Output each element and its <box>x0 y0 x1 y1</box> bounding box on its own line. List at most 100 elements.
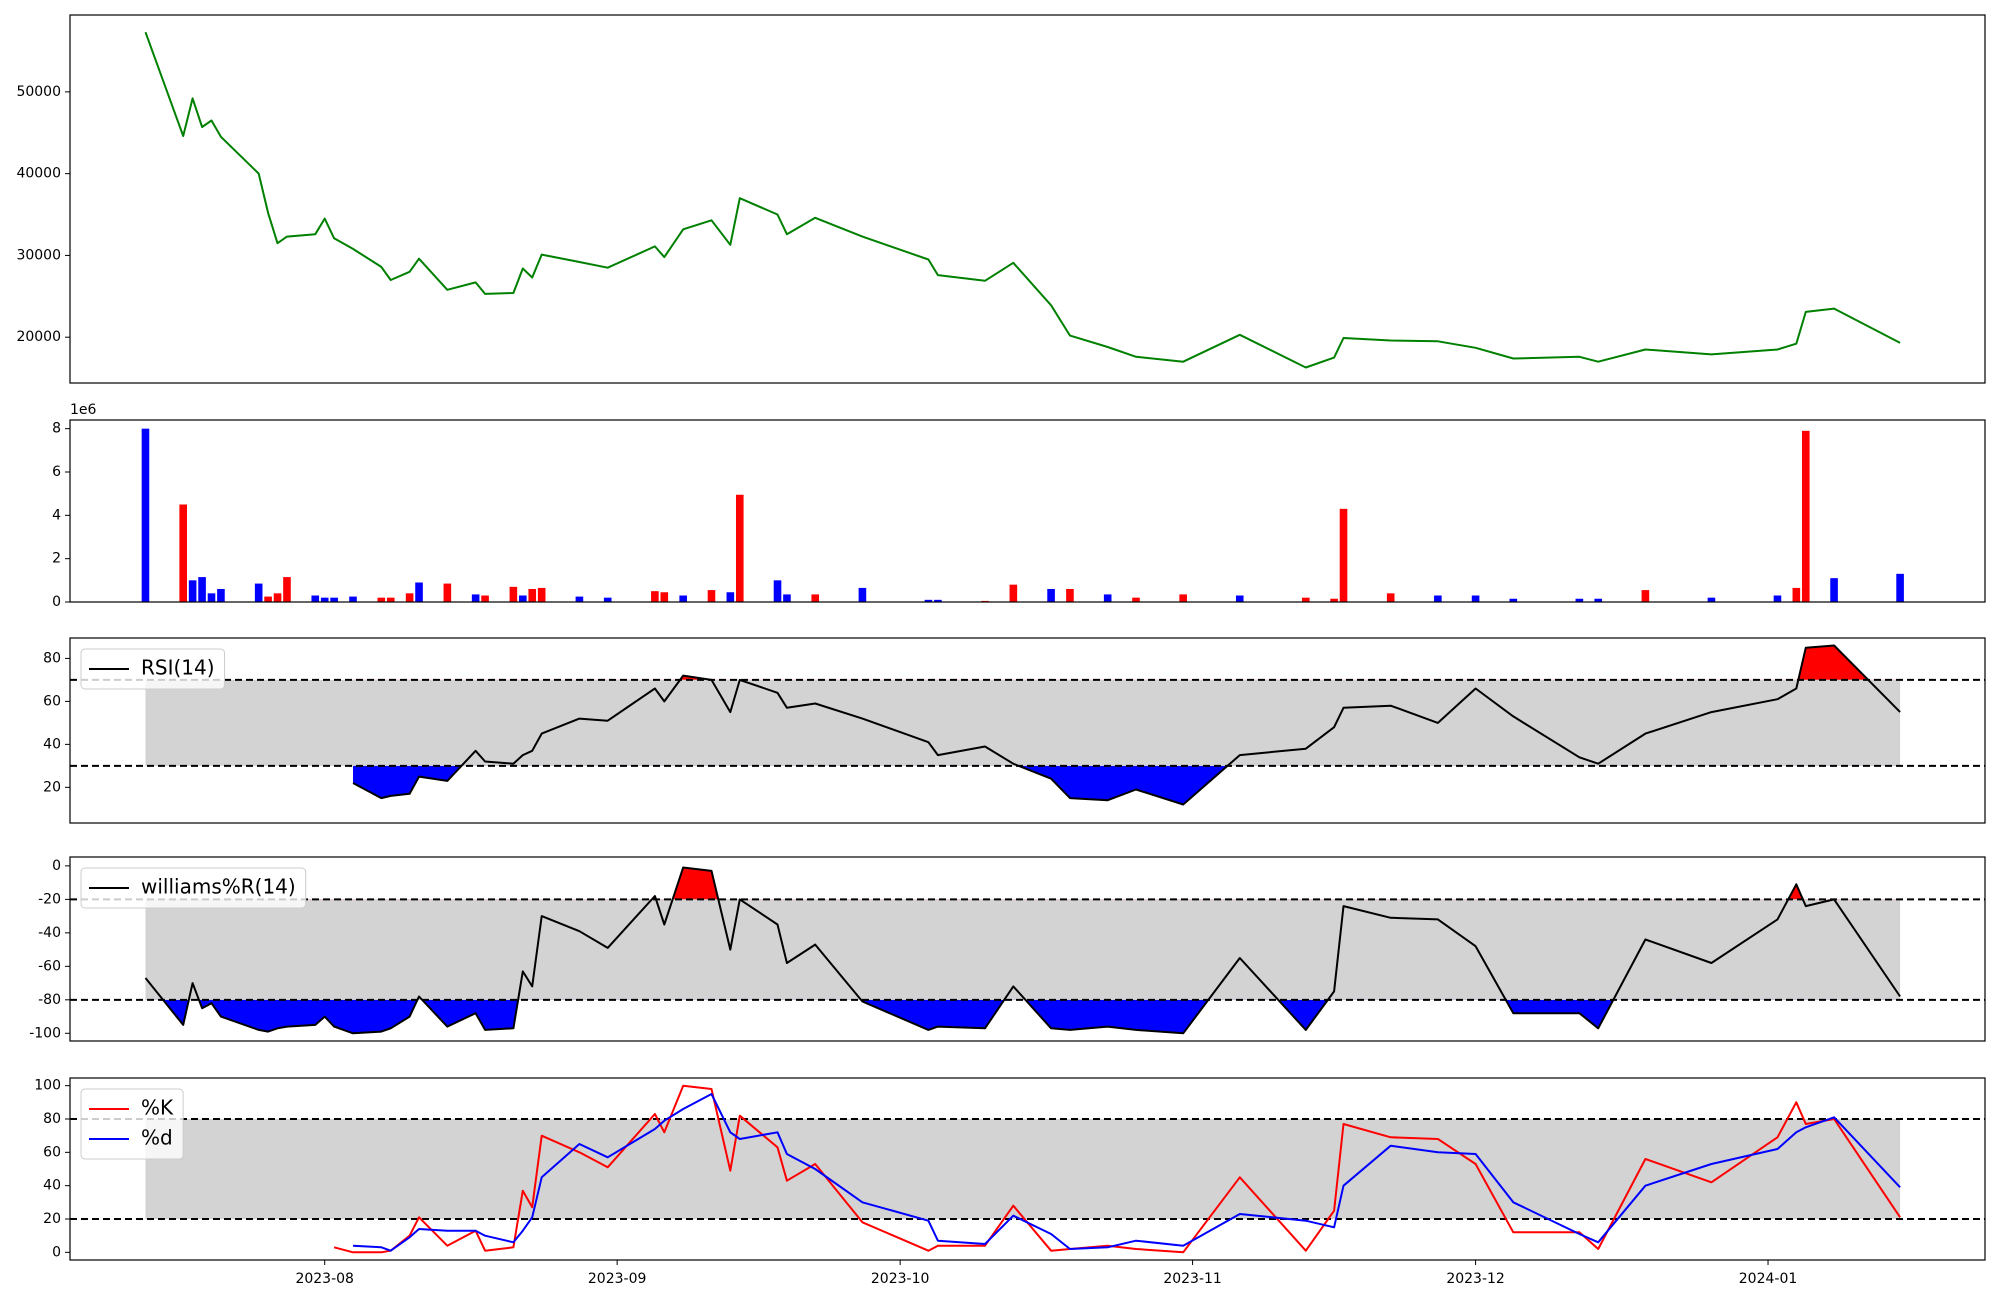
volume-bar <box>273 593 282 602</box>
y-tick-label: 60 <box>43 693 61 709</box>
neutral-band <box>145 679 1901 766</box>
volume-bar <box>471 594 480 602</box>
volume-bar <box>924 599 933 602</box>
volume-bar <box>1179 594 1187 602</box>
price-line <box>144 31 1901 369</box>
y-offset-label: 1e6 <box>70 402 97 418</box>
volume-bar <box>575 596 584 602</box>
axes-frame <box>69 637 1986 824</box>
volume-bar <box>1235 595 1244 602</box>
volume-bar <box>726 592 735 602</box>
volume-bar <box>651 591 659 602</box>
volume-bar <box>1009 584 1018 602</box>
y-tick-label: -40 <box>38 925 61 941</box>
x-tick-label: 2023-11 <box>1163 1271 1222 1287</box>
volume-bar <box>1792 587 1801 602</box>
y-tick-label: 80 <box>43 650 61 666</box>
y-tick-label: -20 <box>38 891 61 907</box>
y-tick-label: 40 <box>43 1178 61 1194</box>
volume-bar <box>386 597 395 602</box>
neutral-band <box>145 899 1901 1000</box>
volume-bar <box>773 580 782 602</box>
volume-bar <box>1471 595 1480 602</box>
volume-bar <box>528 589 537 602</box>
volume-bar <box>207 593 216 602</box>
y-tick-label: 40 <box>43 736 61 752</box>
volume-bar <box>1801 430 1810 602</box>
volume-bar <box>1434 595 1442 602</box>
volume-bar <box>660 592 669 602</box>
x-tick-label: 2024-01 <box>1739 1271 1798 1287</box>
legend-label: %d <box>141 1126 173 1150</box>
legend-label: RSI(14) <box>141 656 215 680</box>
y-tick-label: 0 <box>52 858 61 874</box>
volume-bar <box>1830 578 1838 602</box>
volume-bar <box>283 577 291 602</box>
volume-bar <box>1575 598 1584 602</box>
volume-bar <box>537 587 546 602</box>
volume-bar <box>481 595 489 602</box>
y-tick-label: 40000 <box>16 166 61 182</box>
volume-bar <box>217 589 225 602</box>
volume-bar <box>858 587 867 602</box>
x-tick-label: 2023-08 <box>295 1271 354 1287</box>
y-tick-label: -100 <box>29 1025 61 1041</box>
y-tick-label: 0 <box>52 594 61 610</box>
axes-frame <box>69 419 1986 603</box>
volume-bar <box>330 597 338 602</box>
volume-bar <box>735 494 744 602</box>
y-tick-label: 20 <box>43 779 61 795</box>
x-tick-label: 2023-12 <box>1446 1271 1505 1287</box>
y-tick-label: 30000 <box>16 247 61 263</box>
axes-frame <box>69 14 1986 384</box>
indicator-line <box>352 644 1901 806</box>
volume-bar <box>707 590 716 602</box>
volume-bar <box>1066 589 1074 602</box>
y-tick-label: -60 <box>38 958 61 974</box>
y-tick-label: 2 <box>52 551 61 567</box>
legend: RSI(14) <box>80 648 226 690</box>
volume-bar <box>1707 597 1716 602</box>
volume-bar <box>443 583 452 602</box>
volume-bar <box>519 595 527 602</box>
legend: %K %d <box>80 1088 184 1160</box>
neutral-band <box>145 1119 1901 1219</box>
x-tick-label: 2023-09 <box>588 1271 647 1287</box>
y-tick-label: 20 <box>43 1211 61 1227</box>
volume-bar <box>679 595 687 602</box>
axes-frame <box>69 856 1986 1042</box>
legend-box <box>80 648 226 690</box>
volume-bar <box>934 599 942 602</box>
volume-bar <box>179 504 188 602</box>
volume-bar <box>405 593 414 602</box>
indicator-line <box>352 1093 1901 1252</box>
volume-bar <box>141 428 150 602</box>
indicator-line <box>333 1084 1901 1254</box>
volume-bar <box>1132 597 1140 602</box>
volume-bar <box>1594 598 1603 602</box>
legend-label: williams%R(14) <box>141 875 296 899</box>
y-tick-label: 8 <box>52 421 61 437</box>
volume-bar <box>783 594 791 602</box>
volume-bar <box>1339 508 1348 602</box>
volume-bar <box>1641 590 1650 602</box>
axes-frame <box>69 1077 1986 1261</box>
y-tick-label: 20000 <box>16 329 61 345</box>
x-tick-label: 2023-10 <box>871 1271 930 1287</box>
volume-bar <box>1773 595 1782 602</box>
volume-bar <box>509 586 518 602</box>
volume-bar <box>1896 573 1904 602</box>
volume-bar <box>254 583 263 602</box>
y-tick-label: 100 <box>34 1078 61 1094</box>
y-tick-label: 4 <box>52 507 61 523</box>
y-tick-label: 80 <box>43 1111 61 1127</box>
indicator-line <box>144 866 1901 1035</box>
y-tick-label: -80 <box>38 992 61 1008</box>
volume-bar <box>1047 589 1055 602</box>
volume-bar <box>1386 593 1395 602</box>
y-tick-label: 6 <box>52 464 61 480</box>
volume-bar <box>198 577 206 602</box>
volume-bar <box>603 597 612 602</box>
volume-bar <box>1301 597 1310 602</box>
